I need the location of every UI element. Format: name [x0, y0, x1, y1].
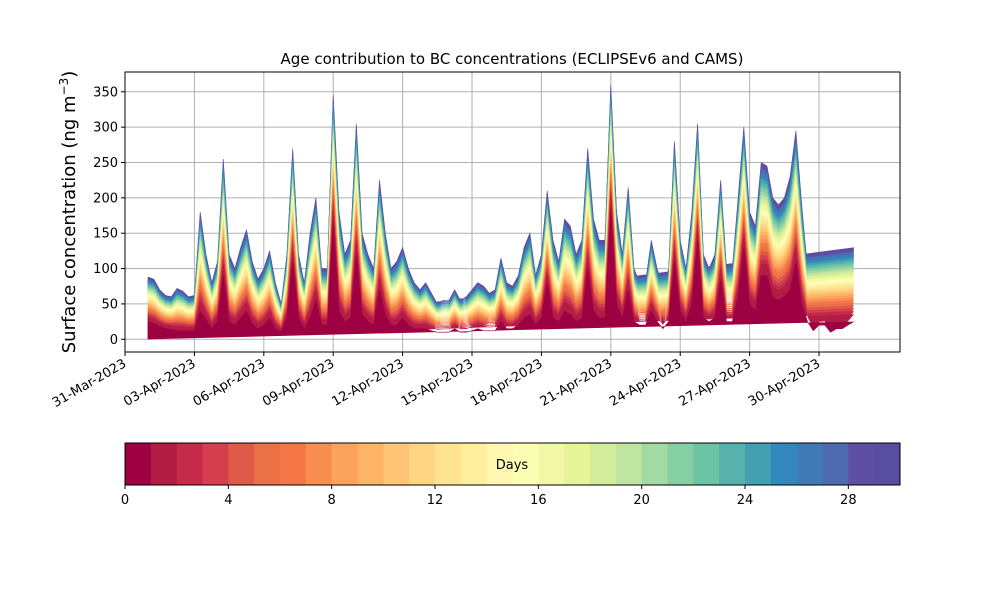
colorbar-tick-label: 20: [633, 493, 650, 508]
x-axis: 31-Mar-202303-Apr-202306-Apr-202309-Apr-…: [50, 352, 823, 411]
x-tick-label: 27-Apr-2023: [677, 356, 754, 409]
y-tick-label: 350: [93, 85, 118, 100]
colorbar-swatch: [383, 443, 410, 485]
colorbar-swatch: [641, 443, 668, 485]
colorbar-tick-label: 0: [121, 493, 129, 508]
colorbar-swatch: [331, 443, 358, 485]
y-tick-label: 300: [93, 121, 118, 136]
x-tick-label: 18-Apr-2023: [468, 356, 545, 409]
x-tick-label: 15-Apr-2023: [399, 356, 476, 409]
colorbar-swatch: [693, 443, 720, 485]
colorbar-tick-label: 24: [737, 493, 754, 508]
colorbar-tick-label: 28: [840, 493, 857, 508]
y-axis: 0 50 100 150 200 250 300 350: [93, 85, 125, 348]
colorbar-swatch: [745, 443, 772, 485]
x-tick-label: 03-Apr-2023: [121, 356, 198, 409]
x-tick-label: 12-Apr-2023: [329, 356, 406, 409]
colorbar-frame: [124, 442, 901, 486]
x-tick-label: 30-Apr-2023: [746, 356, 823, 409]
colorbar-swatch: [719, 443, 746, 485]
colorbar-swatch: [770, 443, 798, 485]
y-axis-label-close: ): [59, 71, 80, 78]
colorbar-swatch: [615, 443, 643, 485]
colorbar-swatch: [538, 443, 565, 485]
y-tick-label: 0: [110, 333, 118, 348]
colorbar: [125, 443, 901, 485]
colorbar-swatch: [228, 443, 255, 485]
colorbar-swatch: [254, 443, 281, 485]
colorbar-swatch: [848, 443, 875, 485]
stacked-areas: [147, 84, 854, 340]
colorbar-swatch: [796, 443, 823, 485]
x-tick-label: 31-Mar-2023: [50, 356, 129, 410]
y-tick-label: 150: [93, 227, 118, 242]
colorbar-swatch: [150, 443, 178, 485]
colorbar-swatch: [512, 443, 539, 485]
y-axis-label-sup: −3: [57, 78, 71, 96]
plot-frame: [124, 71, 901, 353]
y-axis-label: Surface concentration (ng m−3): [57, 71, 80, 354]
colorbar-swatch: [822, 443, 849, 485]
y-tick-label: 200: [93, 191, 118, 206]
colorbar-swatch: [357, 443, 384, 485]
colorbar-swatch: [409, 443, 436, 485]
colorbar-tick-label: 12: [427, 493, 444, 508]
colorbar-swatch: [202, 443, 229, 485]
y-tick-label: 250: [93, 156, 118, 171]
y-tick-label: 50: [101, 297, 118, 312]
x-tick-label: 09-Apr-2023: [260, 356, 337, 409]
chart-title: Age contribution to BC concentrations (E…: [281, 50, 744, 68]
age-band-0: [147, 208, 854, 340]
y-tick-label: 100: [93, 262, 118, 277]
colorbar-label: Days: [496, 458, 529, 473]
colorbar-tick-label: 8: [328, 493, 336, 508]
colorbar-swatch: [590, 443, 617, 485]
colorbar-tick-label: 16: [530, 493, 547, 508]
x-tick-label: 24-Apr-2023: [607, 356, 684, 409]
colorbar-swatch: [125, 443, 152, 485]
x-tick-label: 21-Apr-2023: [538, 356, 615, 409]
colorbar-ticks: 0 4 8 12 16 20 24 28: [121, 485, 857, 508]
colorbar-swatch: [305, 443, 333, 485]
colorbar-swatch: [874, 443, 901, 485]
colorbar-swatch: [435, 443, 462, 485]
colorbar-swatch: [176, 443, 203, 485]
colorbar-swatch: [667, 443, 694, 485]
y-axis-label-base: Surface concentration (ng m: [59, 95, 80, 353]
colorbar-swatch: [486, 443, 513, 485]
colorbar-swatch: [564, 443, 591, 485]
colorbar-swatch: [280, 443, 307, 485]
colorbar-tick-label: 4: [224, 493, 232, 508]
x-tick-label: 06-Apr-2023: [191, 356, 268, 409]
colorbar-swatch: [460, 443, 488, 485]
